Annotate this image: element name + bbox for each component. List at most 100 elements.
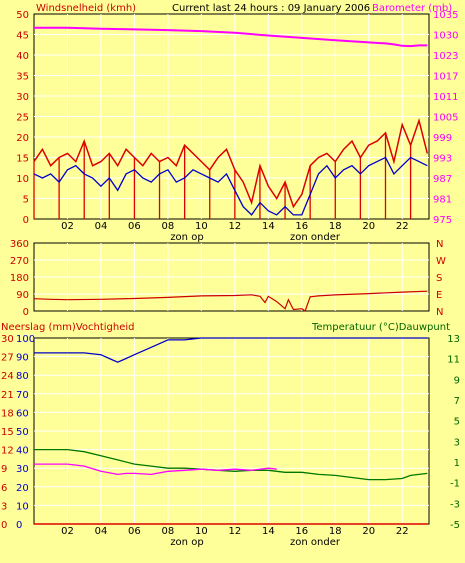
sunrise-label: zon op bbox=[170, 232, 203, 243]
dir-y-tick-label-180: 180 bbox=[10, 273, 29, 284]
baro-y-tick-label-1017: 1017 bbox=[433, 72, 458, 83]
rain-y-tick-label-15: 15 bbox=[1, 427, 14, 438]
rain-y-tick-label-24: 24 bbox=[1, 371, 14, 382]
humidity-y-tick-label-90: 90 bbox=[16, 353, 29, 364]
rain-y-tick-label-3: 3 bbox=[1, 501, 7, 512]
temp-y-tick-label-11: 11 bbox=[447, 355, 460, 366]
temp-y-tick-label--5: -5 bbox=[450, 520, 460, 531]
baro-y-tick-label-1030: 1030 bbox=[433, 31, 458, 42]
rain-y-tick-label-30: 30 bbox=[1, 334, 14, 345]
baro-y-tick-label-987: 987 bbox=[433, 174, 452, 185]
baro-y-tick-label-981: 981 bbox=[433, 195, 452, 206]
x-tick-label-16: 16 bbox=[295, 526, 308, 537]
dir-y-tick-label-0: 0 bbox=[23, 307, 29, 318]
humidity-y-tick-label-0: 0 bbox=[16, 520, 22, 531]
humidity-y-tick-label-40: 40 bbox=[16, 446, 29, 457]
dewpoint-line bbox=[34, 463, 277, 476]
temp-y-tick-label-3: 3 bbox=[454, 437, 460, 448]
rain-humidity-axis-title: Neerslag (mm)Vochtigheid bbox=[1, 322, 135, 333]
dir-y-tick-label-360: 360 bbox=[10, 239, 29, 250]
sunset-label-bottom: zon onder bbox=[290, 537, 341, 548]
temperature-axis-title: Temperatuur (°C)Dauwpunt bbox=[311, 322, 450, 333]
wind-direction-line bbox=[33, 290, 428, 312]
wind-y-tick-label-5: 5 bbox=[23, 195, 29, 206]
wind-y-tick-label-15: 15 bbox=[16, 154, 29, 165]
rain-y-tick-label-12: 12 bbox=[1, 446, 14, 457]
humidity-y-tick-label-20: 20 bbox=[16, 483, 29, 494]
x-tick-label-06: 06 bbox=[128, 526, 141, 537]
temp-y-tick-label-9: 9 bbox=[454, 375, 460, 386]
wind-y-tick-label-20: 20 bbox=[16, 133, 29, 144]
wind-speed-line bbox=[33, 156, 428, 216]
compass-label-N: N bbox=[436, 307, 443, 318]
wind-y-tick-label-25: 25 bbox=[16, 113, 29, 124]
rain-y-tick-label-18: 18 bbox=[1, 408, 14, 419]
rain-y-tick-label-21: 21 bbox=[1, 390, 14, 401]
bottom-header: Neerslag (mm)Vochtigheid Temperatuur (°C… bbox=[1, 322, 450, 333]
x-tick-label-20: 20 bbox=[362, 221, 375, 232]
humidity-y-tick-label-60: 60 bbox=[16, 408, 29, 419]
temp-y-tick-label-13: 13 bbox=[447, 334, 460, 345]
rain-y-tick-label-9: 9 bbox=[1, 464, 7, 475]
rain-y-tick-label-27: 27 bbox=[1, 353, 14, 364]
x-tick-label-06: 06 bbox=[128, 221, 141, 232]
x-tick-label-10: 10 bbox=[195, 221, 208, 232]
sunrise-label-bottom: zon op bbox=[170, 537, 203, 548]
top-header: Windsnelheid (kmh) Current last 24 hours… bbox=[36, 3, 452, 14]
x-tick-label-16: 16 bbox=[295, 221, 308, 232]
x-tick-label-22: 22 bbox=[396, 526, 409, 537]
x-tick-label-18: 18 bbox=[329, 526, 342, 537]
dir-y-tick-label-270: 270 bbox=[10, 256, 29, 267]
wind-y-tick-label-0: 0 bbox=[23, 215, 29, 226]
baro-y-tick-label-993: 993 bbox=[433, 154, 452, 165]
wind-y-tick-label-10: 10 bbox=[16, 174, 29, 185]
compass-label-N: N bbox=[436, 239, 443, 250]
temp-y-tick-label--1: -1 bbox=[450, 479, 460, 490]
x-tick-label-14: 14 bbox=[262, 221, 275, 232]
baro-y-tick-label-1035: 1035 bbox=[433, 10, 458, 21]
temperature-line bbox=[34, 448, 428, 481]
temp-y-tick-label-1: 1 bbox=[454, 458, 460, 469]
temp-humidity-panel: 0102030405060708090100036912151821242730… bbox=[1, 334, 460, 548]
wind-y-tick-label-50: 50 bbox=[16, 10, 29, 21]
humidity-line bbox=[34, 337, 428, 363]
x-tick-label-12: 12 bbox=[228, 526, 241, 537]
humidity-y-tick-label-80: 80 bbox=[16, 371, 29, 382]
humidity-y-tick-label-100: 100 bbox=[16, 334, 35, 345]
rain-y-tick-label-0: 0 bbox=[1, 520, 7, 531]
x-tick-label-10: 10 bbox=[195, 526, 208, 537]
humidity-y-tick-label-30: 30 bbox=[16, 464, 29, 475]
wind-y-tick-label-30: 30 bbox=[16, 92, 29, 103]
x-tick-label-08: 08 bbox=[162, 221, 175, 232]
x-tick-label-02: 02 bbox=[61, 221, 74, 232]
rain-y-tick-label-6: 6 bbox=[1, 483, 7, 494]
x-tick-label-20: 20 bbox=[362, 526, 375, 537]
wind-gust-line bbox=[33, 117, 429, 209]
x-tick-label-08: 08 bbox=[162, 526, 175, 537]
temp-y-tick-label-5: 5 bbox=[454, 417, 460, 428]
windspeed-axis-title: Windsnelheid (kmh) bbox=[36, 3, 136, 14]
humidity-y-tick-label-10: 10 bbox=[16, 501, 29, 512]
wind-y-tick-label-35: 35 bbox=[16, 72, 29, 83]
wind-y-tick-label-45: 45 bbox=[16, 31, 29, 42]
sunset-label: zon onder bbox=[290, 232, 341, 243]
x-tick-label-22: 22 bbox=[396, 221, 409, 232]
baro-y-tick-label-1005: 1005 bbox=[433, 113, 458, 124]
compass-label-E: E bbox=[436, 290, 442, 301]
x-tick-label-04: 04 bbox=[95, 526, 108, 537]
x-tick-label-04: 04 bbox=[95, 221, 108, 232]
wind-panel: 0 5 10 15 20 25 30 35 40 45 50 975 981 987 993 999 1005 1… bbox=[16, 10, 458, 243]
wind-y-tick-label-40: 40 bbox=[16, 51, 29, 62]
barometer-axis-title: Barometer (mb) bbox=[372, 3, 452, 14]
chart-title: Current last 24 hours : 09 January 2006 bbox=[172, 3, 370, 14]
temp-y-tick-label-7: 7 bbox=[454, 396, 460, 407]
compass-label-W: W bbox=[436, 256, 446, 267]
baro-y-tick-label-975: 975 bbox=[433, 215, 452, 226]
humidity-y-tick-label-50: 50 bbox=[16, 427, 29, 438]
x-tick-label-12: 12 bbox=[228, 221, 241, 232]
compass-label-S: S bbox=[436, 273, 442, 284]
barometer-line bbox=[34, 26, 428, 48]
humidity-y-tick-label-70: 70 bbox=[16, 390, 29, 401]
